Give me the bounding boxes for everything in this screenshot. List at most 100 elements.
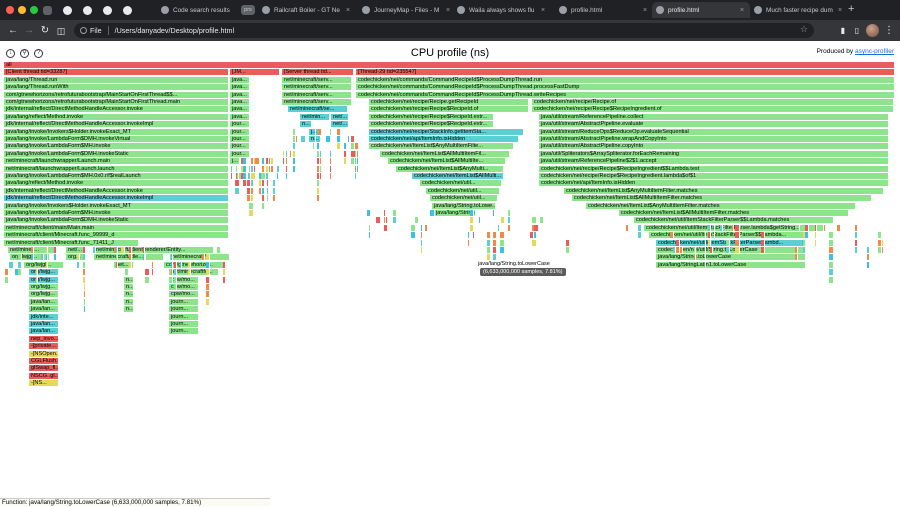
flame-frame-thin[interactable] [143,254,145,262]
flame-frame-thin[interactable] [293,143,297,151]
flame-frame-thin[interactable] [222,276,227,284]
flame-frame[interactable]: codechicken/nei/ItemList$AnyMultiItemFil… [586,202,856,210]
flame-frame[interactable]: java... [230,84,250,92]
flame-frame[interactable]: journ... [169,313,199,321]
flame-frame-thin[interactable] [31,247,34,254]
flame-frame-thin[interactable] [880,247,885,254]
flame-frame-thin[interactable] [83,261,86,269]
flame-frame[interactable]: codechicken/nei/ItemList$AnyMulti... [396,165,504,173]
flame-frame-thin[interactable] [83,254,86,262]
flame-frame-thin[interactable] [710,247,714,254]
flame-frame-thin[interactable] [330,158,332,166]
flame-frame-thin[interactable] [354,158,358,166]
tab-close-icon[interactable]: × [345,6,351,14]
flame-frame-thin[interactable] [814,239,818,247]
flame-frame-thin[interactable] [351,158,356,166]
flame-frame-thin[interactable] [84,291,87,299]
flame-frame[interactable]: jdk/inte... [29,313,59,321]
async-profiler-link[interactable]: async-profiler [854,48,894,55]
flame-frame[interactable]: codechicken/nei/recipe/Recipe$RecipeIngr… [539,173,889,180]
flame-frame-thin[interactable] [261,202,266,210]
flame-frame-thin[interactable] [242,173,248,180]
flame-frame-thin[interactable] [206,291,210,299]
flame-frame[interactable]: codechicken/nei/ItemList$AnyMultiItemFil… [564,187,884,195]
flame-frame[interactable]: net/minecraft/serv... [282,99,352,106]
flame-frame-thin[interactable] [534,224,539,232]
flame-frame[interactable]: net/... [331,113,349,121]
tab-close-icon[interactable]: × [445,6,451,14]
flame-frame-thin[interactable] [283,158,285,166]
flame-frame-thin[interactable] [761,247,766,254]
flame-frame-thin[interactable] [341,150,344,158]
flame-frame-thin[interactable] [828,232,834,240]
flame-frame-thin[interactable] [277,173,280,180]
flame-frame-thin[interactable] [301,136,306,143]
flame-frame[interactable]: codechicken/nei/ItemList$AllMultiIte... [388,158,506,166]
flame-frame-thin[interactable] [35,269,39,277]
flame-frame-thin[interactable] [828,276,834,284]
flame-frame-thin[interactable] [707,224,712,232]
back-button[interactable]: ← [8,25,18,36]
flame-frame-thin[interactable] [678,247,683,254]
flame-frame-thin[interactable] [250,158,254,166]
flame-frame[interactable]: jdk/internal/reflect/DirectMethodHandleA… [4,121,229,129]
flame-frame-thin[interactable] [384,210,387,217]
flame-frame-thin[interactable] [530,232,534,240]
flame-frame-thin[interactable] [720,224,724,232]
flame-frame-thin[interactable] [803,247,806,254]
flame-frame[interactable]: java/lang/reflect/Method.invoke [4,180,229,188]
flame-frame-thin[interactable] [249,187,254,195]
flame-frame[interactable]: nep_invo... [29,335,59,343]
flame-frame-thin[interactable] [269,165,271,173]
flame-frame-thin[interactable] [735,247,740,254]
flame-frame-thin[interactable] [171,261,173,269]
flame-frame[interactable]: all [4,62,895,69]
flame-frame-thin[interactable] [290,150,292,158]
reverse-icon[interactable]: ↕ [6,49,15,58]
flame-frame-thin[interactable] [293,165,297,173]
flame-frame-thin[interactable] [735,224,740,232]
flame-frame[interactable]: java/lang/invoke/Invokers$Holder.invokeE… [4,202,229,210]
flame-frame-thin[interactable] [420,239,424,247]
pinned-tab-3[interactable] [80,3,94,17]
flame-frame-thin[interactable] [498,224,501,232]
flame-frame-thin[interactable] [17,261,22,269]
flame-frame-thin[interactable] [492,239,498,247]
flame-frame-thin[interactable] [272,195,276,203]
flame-frame[interactable]: java/lang/invoke/LambdaForm$MH.invoke [4,143,229,151]
flame-frame-thin[interactable] [317,150,320,158]
flame-frame[interactable]: journ... [169,328,199,336]
flame-frame-thin[interactable] [376,217,381,225]
flame-frame-thin[interactable] [319,173,322,180]
flame-frame[interactable]: codechicken/nei/util... [430,195,498,203]
flame-frame-thin[interactable] [284,150,286,158]
flame-frame-thin[interactable] [115,254,119,262]
flame-frame-thin[interactable] [222,261,227,269]
forward-button[interactable]: → [24,25,34,36]
flame-frame[interactable]: journ... [169,321,199,328]
flame-frame-thin[interactable] [249,195,254,203]
flame-frame[interactable]: org/lwjgl... [24,261,64,269]
flame-frame-thin[interactable] [4,276,10,284]
flame-frame-thin[interactable] [354,143,359,151]
flame-frame-thin[interactable] [354,150,358,158]
flame-frame[interactable]: codechicken/nei/recipe/StackInfo.getItem… [369,128,524,136]
flame-frame-thin[interactable] [235,165,238,173]
flame-frame[interactable]: n... [124,291,134,299]
flame-frame-thin[interactable] [384,217,387,225]
flame-frame[interactable]: jour... [230,150,250,158]
flame-frame-thin[interactable] [500,247,505,254]
flame-frame-thin[interactable] [54,247,58,254]
flame-frame-thin[interactable] [540,217,544,225]
flame-frame-thin[interactable] [866,261,870,269]
flame-frame-thin[interactable] [486,247,492,254]
flame-frame[interactable]: [Client thread tid=33287] [4,69,229,77]
flame-frame-thin[interactable] [795,254,799,262]
flame-frame-thin[interactable] [707,232,712,240]
flame-frame-thin[interactable] [249,202,254,210]
flame-frame[interactable]: net/minecraft/serv... [282,91,352,99]
flame-frame-thin[interactable] [286,158,289,166]
flame-frame-thin[interactable] [472,232,475,240]
flame-frame[interactable]: java/lang/invoke/LambdaForm$MH.invoke [4,210,229,217]
tab-close-icon[interactable]: × [540,6,546,14]
